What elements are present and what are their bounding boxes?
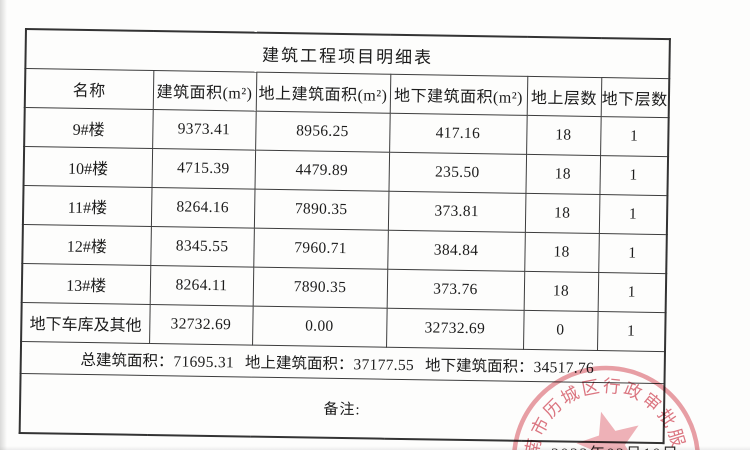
above-area-value: 0.00 [252, 306, 387, 348]
building-name: 12#楼 [22, 224, 151, 266]
remarks-label: 备注: [19, 373, 665, 444]
above-floors-value: 18 [525, 154, 601, 195]
summary-total-label: 总建筑面积： [80, 351, 174, 370]
summary-below-value: 34517.76 [533, 358, 595, 377]
col-header-below-area: 地下建筑面积(m²) [389, 74, 528, 116]
total-area-value: 4715.39 [151, 148, 256, 190]
total-area-value: 8264.16 [150, 187, 255, 229]
total-area-value: 32732.69 [149, 304, 253, 346]
building-name: 9#楼 [24, 107, 153, 149]
above-area-value: 7890.35 [253, 189, 389, 231]
below-area-value: 32732.69 [386, 308, 524, 350]
above-area-value: 7960.71 [253, 228, 388, 270]
below-area-value: 373.76 [386, 269, 525, 311]
above-floors-value: 18 [524, 193, 600, 234]
summary-below-label: 地下建筑面积： [424, 356, 534, 376]
paper-edge-shadow-bottom [0, 446, 750, 450]
total-area-value: 8264.11 [149, 265, 254, 307]
building-name: 11#楼 [22, 185, 152, 227]
below-floors-value: 1 [597, 311, 666, 352]
building-name: 地下车库及其他 [21, 302, 150, 344]
project-detail-table: 建筑工程项目明细表 名称 建筑面积(m²) 地上建筑面积(m²) 地下建筑面积(… [18, 28, 671, 445]
above-area-value: 8956.25 [255, 111, 390, 153]
above-floors-value: 0 [523, 310, 598, 351]
total-area-value: 8345.55 [150, 226, 254, 268]
below-floors-value: 1 [598, 233, 667, 274]
building-name: 10#楼 [23, 146, 153, 188]
summary-above-label: 地上建筑面积： [244, 353, 354, 373]
below-floors-value: 1 [599, 155, 669, 196]
building-name: 13#楼 [21, 263, 151, 305]
stamp-date-text: 2022年02月10日 [551, 440, 680, 450]
paper-edge-shadow [0, 0, 7, 450]
below-area-value: 373.81 [387, 191, 526, 233]
below-area-value: 417.16 [389, 113, 527, 155]
col-header-below-floors: 地下层数 [600, 77, 670, 118]
table-container: 建筑工程项目明细表 名称 建筑面积(m²) 地上建筑面积(m²) 地下建筑面积(… [18, 28, 671, 445]
col-header-total-area: 建筑面积(m²) [152, 70, 257, 112]
remarks-row: 备注: [19, 373, 665, 444]
below-area-value: 235.50 [388, 152, 527, 194]
above-area-value: 7890.35 [252, 267, 388, 309]
above-floors-value: 18 [526, 115, 601, 156]
below-floors-value: 1 [600, 116, 669, 157]
below-floors-value: 1 [598, 194, 668, 235]
above-area-value: 4479.89 [254, 150, 390, 192]
col-header-name: 名称 [24, 68, 154, 110]
above-floors-value: 18 [524, 232, 599, 273]
below-floors-value: 1 [597, 272, 667, 313]
total-area-value: 9373.41 [152, 109, 256, 151]
summary-above-value: 37177.55 [353, 355, 415, 374]
below-area-value: 384.84 [387, 230, 525, 272]
col-header-above-floors: 地上层数 [526, 76, 602, 117]
col-header-above-area: 地上建筑面积(m²) [255, 72, 391, 114]
summary-total-value: 71695.31 [173, 352, 235, 371]
above-floors-value: 18 [523, 271, 599, 312]
